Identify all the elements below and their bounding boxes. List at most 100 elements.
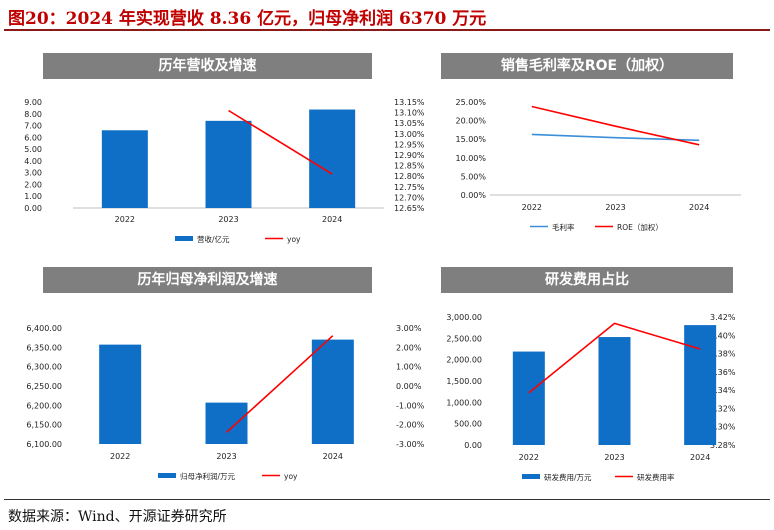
netprofit-category-label: 2022 [110,452,130,461]
revenue-right-tick-label: 12.75% [394,183,425,192]
margin-category-label: 2024 [689,203,709,212]
rnd-right-tick-label: 3.34% [710,386,736,395]
margin-line-0 [531,133,700,142]
netprofit-category-label: 2023 [216,452,236,461]
figure-title: 图20：2024 年实现营收 8.36 亿元，归母净利润 6370 万元 [8,9,487,29]
panel-title-netprofit: 历年归母净利润及增速 [43,267,372,293]
netprofit-left-tick-label: 6,100.00 [26,440,62,449]
rnd-left-tick-label: 0.00 [464,441,482,450]
rnd-left-tick-label: 2,500.00 [446,334,482,343]
revenue-right-tick-label: 12.65% [394,204,425,213]
revenue-right-tick-label: 13.15% [394,98,425,107]
revenue-left-tick-label: 2.00 [24,180,42,189]
margin-left-tick-label: 25.00% [455,98,486,107]
revenue-legend-label: 营收/亿元 [197,234,230,244]
margin-left-tick-label: 5.00% [461,172,487,181]
source-divider [4,499,770,500]
rnd-category-label: 2023 [604,453,624,462]
revenue-right-tick-label: 13.10% [394,109,425,118]
margin-left-tick-label: 10.00% [455,154,486,163]
rnd-category-label: 2024 [690,453,710,462]
rnd-right-tick-label: 3.32% [710,404,736,413]
rnd-bar-2023 [598,337,631,445]
revenue-line-1 [228,109,333,175]
revenue-category-label: 2023 [218,215,238,224]
revenue-left-tick-label: 9.00 [24,98,42,107]
rnd-legend-label: 研发费用率 [637,472,675,482]
revenue-right-tick-label: 12.85% [394,162,425,171]
netprofit-right-tick-label: -3.00% [396,440,425,449]
revenue-right-tick-label: 13.00% [394,130,425,139]
netprofit-right-tick-label: 1.00% [396,363,422,372]
netprofit-right-tick-label: -2.00% [396,421,425,430]
rnd-legend-swatch [522,474,540,479]
revenue-left-tick-label: 5.00 [24,145,42,154]
netprofit-right-tick-label: 2.00% [396,343,422,352]
source-note: 数据来源：Wind、开源证券研究所 [8,509,227,525]
revenue-right-tick-label: 12.95% [394,140,425,149]
rnd-bar-2022 [512,351,545,445]
rnd-left-tick-label: 2,000.00 [446,356,482,365]
panel-title-rnd: 研发费用占比 [441,267,733,293]
panel-title-revenue: 历年营收及增速 [43,53,372,79]
margin-left-tick-label: 15.00% [455,135,486,144]
rnd-left-tick-label: 1,500.00 [446,377,482,386]
netprofit-right-tick-label: 3.00% [396,324,422,333]
margin-left-tick-label: 20.00% [455,117,486,126]
rnd-right-tick-label: 3.42% [710,313,736,322]
revenue-left-tick-label: 6.00 [24,133,42,142]
margin-left-tick-label: 0.00% [461,191,487,200]
rnd-right-tick-label: 3.28% [710,441,736,450]
rnd-right-tick-label: 3.40% [710,331,736,340]
netprofit-right-tick-label: 0.00% [396,382,422,391]
margin-legend-label: 毛利率 [552,222,575,232]
panel-title-margin: 销售毛利率及ROE（加权） [441,53,733,79]
netprofit-legend-swatch [158,473,176,478]
netprofit-right-tick-label: -1.00% [396,401,425,410]
netprofit-left-tick-label: 6,250.00 [26,382,62,391]
netprofit-legend-label: yoy [284,472,298,481]
revenue-left-tick-label: 8.00 [24,110,42,119]
revenue-left-tick-label: 7.00 [24,122,42,131]
netprofit-left-tick-label: 6,200.00 [26,401,62,410]
revenue-right-tick-label: 12.70% [394,193,425,202]
margin-legend-label: ROE（加权） [617,222,663,232]
netprofit-category-label: 2024 [323,452,343,461]
rnd-line-1 [528,322,701,394]
netprofit-line-1 [225,335,334,433]
revenue-left-tick-label: 4.00 [24,157,42,166]
rnd-legend-label: 研发费用/万元 [544,472,592,482]
rnd-left-tick-label: 3,000.00 [446,313,482,322]
revenue-bar-2024 [309,109,356,208]
revenue-left-tick-label: 0.00 [24,204,42,213]
revenue-bar-2022 [101,130,148,208]
rnd-right-tick-label: 3.30% [710,423,736,432]
netprofit-left-tick-label: 6,400.00 [26,324,62,333]
margin-category-label: 2022 [522,203,542,212]
revenue-legend-swatch [175,236,193,241]
title-divider [4,29,770,31]
rnd-bar-2024 [684,325,717,445]
revenue-right-tick-label: 13.05% [394,119,425,128]
netprofit-bar-2024 [311,339,354,444]
netprofit-left-tick-label: 6,300.00 [26,363,62,372]
margin-line-1 [531,105,700,146]
rnd-left-tick-label: 1,000.00 [446,398,482,407]
revenue-category-label: 2022 [115,215,135,224]
rnd-category-label: 2022 [519,453,539,462]
rnd-right-tick-label: 3.36% [710,368,736,377]
revenue-right-tick-label: 12.90% [394,151,425,160]
rnd-right-tick-label: 3.38% [710,350,736,359]
revenue-bar-2023 [205,120,252,208]
netprofit-left-tick-label: 6,350.00 [26,343,62,352]
netprofit-bar-2022 [99,344,142,444]
revenue-left-tick-label: 3.00 [24,169,42,178]
revenue-legend-label: yoy [287,235,301,244]
revenue-right-tick-label: 12.80% [394,172,425,181]
netprofit-left-tick-label: 6,150.00 [26,421,62,430]
revenue-category-label: 2024 [322,215,342,224]
rnd-left-tick-label: 500.00 [454,420,482,429]
netprofit-bar-2023 [205,402,248,444]
netprofit-legend-label: 归母净利润/万元 [180,471,236,481]
